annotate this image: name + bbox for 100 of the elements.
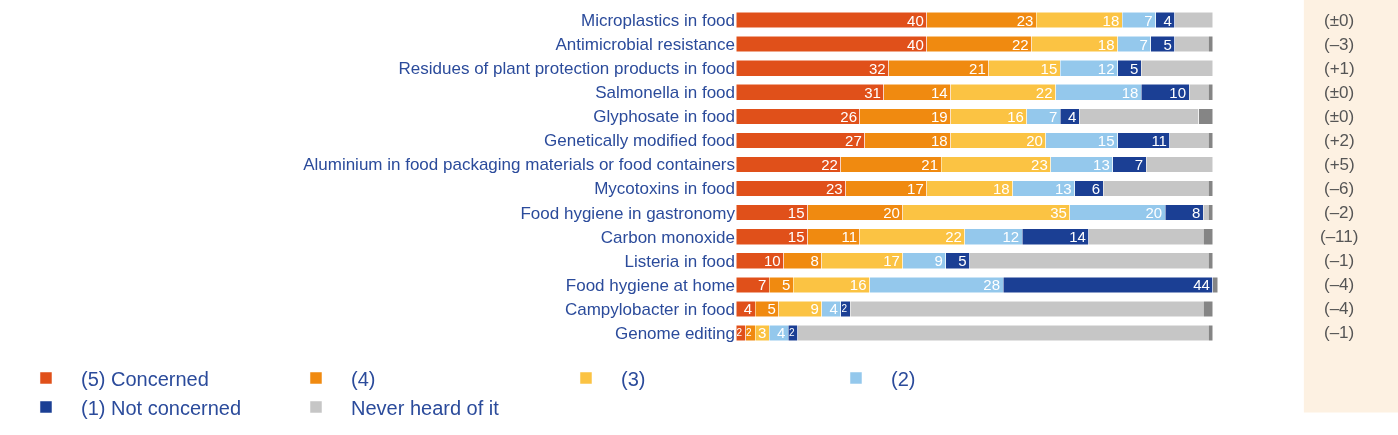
data-label: 11 xyxy=(841,228,857,246)
data-label: 11 xyxy=(1151,131,1167,149)
text: (–11) xyxy=(1320,227,1359,246)
data-label: 7 xyxy=(758,276,767,294)
y-tick-label: Antimicrobial resistance xyxy=(555,35,735,55)
data-label: 20 xyxy=(883,204,900,222)
data-label: 4 xyxy=(1163,11,1172,29)
data-label: 2 xyxy=(736,327,743,339)
data-label: 2 xyxy=(788,327,795,339)
data-label: 16 xyxy=(1007,107,1024,125)
data-label: 5 xyxy=(1130,59,1139,77)
data-label: 4 xyxy=(743,300,753,318)
text: (–1) xyxy=(1324,251,1355,270)
legend-label: Never heard of it xyxy=(350,396,500,419)
data-label: 4 xyxy=(1068,107,1077,125)
legend-label: (3) xyxy=(620,367,646,390)
data-label: 12 xyxy=(1097,59,1115,77)
text: (–4) xyxy=(1324,299,1355,318)
text: (–2) xyxy=(1324,203,1355,222)
data-label: 13 xyxy=(1054,180,1072,198)
data-label: 23 xyxy=(825,180,843,198)
data-label: 4 xyxy=(777,324,786,342)
y-tick-label: Residues of plant protection products in food xyxy=(398,59,735,79)
y-tick-label: Food hygiene at home xyxy=(565,275,735,295)
data-label: 21 xyxy=(921,155,939,173)
text: (±0) xyxy=(1324,11,1355,30)
data-label: 7 xyxy=(1134,155,1144,173)
y-tick-label: Aluminium in food packaging materials or food containers xyxy=(303,155,735,175)
data-label: 9 xyxy=(934,252,943,270)
data-label: 10 xyxy=(764,252,781,270)
legend-label: (1) Not concerned xyxy=(80,396,242,419)
data-label: 10 xyxy=(1169,83,1187,101)
data-label: 19 xyxy=(930,107,948,125)
data-label: 18 xyxy=(1102,11,1120,29)
data-label: 22 xyxy=(945,228,962,246)
data-label: 18 xyxy=(1121,83,1139,101)
data-label: 5 xyxy=(781,276,791,294)
data-label: 4 xyxy=(829,300,838,318)
data-label: 5 xyxy=(767,300,776,318)
data-label: 40 xyxy=(907,11,924,29)
data-label: 14 xyxy=(930,83,948,101)
data-label: 27 xyxy=(845,131,862,149)
data-label: 8 xyxy=(810,252,819,270)
data-label: 28 xyxy=(983,276,1001,294)
data-label: 40 xyxy=(907,35,924,53)
data-label: 44 xyxy=(1193,276,1210,294)
data-label: 23 xyxy=(1016,11,1034,29)
data-label: 18 xyxy=(992,180,1010,198)
data-label: 7 xyxy=(1144,11,1153,29)
data-label: 31 xyxy=(864,83,881,101)
y-tick-label: Food hygiene in gastronomy xyxy=(520,203,736,223)
data-label: 17 xyxy=(883,252,900,270)
data-label: 5 xyxy=(1163,35,1172,53)
text: (–6) xyxy=(1324,179,1355,198)
text: (+2) xyxy=(1324,131,1355,150)
data-label: 9 xyxy=(810,300,819,318)
y-tick-label: Carbon monoxide xyxy=(600,227,735,247)
data-label: 7 xyxy=(1139,35,1148,53)
data-label: 18 xyxy=(930,131,948,149)
data-label: 6 xyxy=(1091,180,1101,198)
data-label: 22 xyxy=(1035,83,1053,101)
data-label: 35 xyxy=(1050,204,1067,222)
data-label: 15 xyxy=(787,204,805,222)
data-label: 20 xyxy=(1026,131,1043,149)
y-tick-label: Mycotoxins in food xyxy=(594,179,735,199)
data-label: 21 xyxy=(969,59,986,77)
text: (+5) xyxy=(1324,155,1355,174)
y-tick-label: Listeria in food xyxy=(624,251,735,271)
data-label: 8 xyxy=(1192,204,1201,222)
legend-label: (4) xyxy=(350,367,376,390)
y-tick-label: Campylobacter in food xyxy=(564,299,735,319)
data-label: 15 xyxy=(1097,131,1115,149)
text: (+1) xyxy=(1324,59,1355,78)
text: (–4) xyxy=(1324,275,1355,294)
y-tick-label: Salmonella in food xyxy=(595,83,735,103)
data-label: 22 xyxy=(821,155,838,173)
text: (±0) xyxy=(1324,107,1355,126)
bar xyxy=(1207,204,1214,221)
data-label: 5 xyxy=(958,252,967,270)
data-label: 2 xyxy=(746,327,753,339)
data-label: 18 xyxy=(1097,35,1115,53)
legend-label: (5) Concerned xyxy=(80,367,209,390)
legend-label: (2) xyxy=(890,367,916,390)
y-tick-label: Genome editing xyxy=(614,323,735,343)
data-label: 32 xyxy=(868,59,886,77)
data-label: 17 xyxy=(907,180,924,198)
data-label: 12 xyxy=(1002,228,1020,246)
data-label: 7 xyxy=(1048,107,1058,125)
data-label: 14 xyxy=(1069,228,1086,246)
text: (–1) xyxy=(1324,323,1355,342)
data-label: 2 xyxy=(841,303,848,315)
data-label: 13 xyxy=(1093,155,1110,173)
y-tick-label: Glyphosate in food xyxy=(593,107,735,127)
data-label: 3 xyxy=(758,324,767,342)
data-label: 26 xyxy=(840,107,857,125)
data-label: 22 xyxy=(1011,35,1029,53)
y-tick-label: Genetically modified food xyxy=(544,131,735,151)
text: (±0) xyxy=(1324,83,1355,102)
text: (–3) xyxy=(1324,35,1355,54)
y-tick-label: Microplastics in food xyxy=(580,10,735,30)
